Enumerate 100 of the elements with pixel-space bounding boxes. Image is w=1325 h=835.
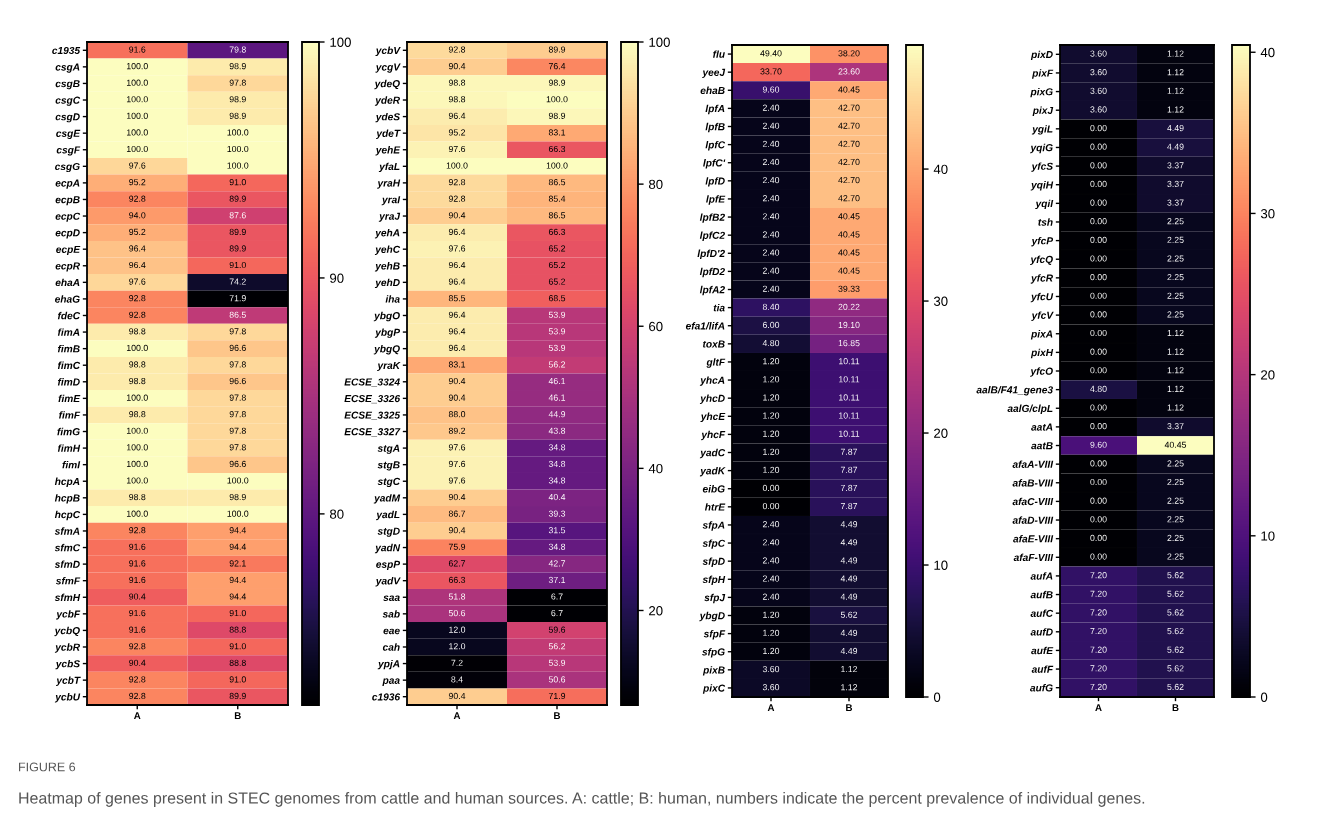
data-label: 6.00 — [762, 321, 780, 329]
data-label: 98.8 — [129, 328, 146, 335]
data-label: 98.8 — [129, 377, 146, 385]
data-label: 97.6 — [448, 444, 466, 451]
data-label: 96.6 — [229, 377, 246, 385]
y-tick-label: ecpC — [55, 212, 81, 222]
data-label: 90.4 — [448, 212, 466, 219]
y-tick-label: ybgD — [699, 611, 725, 622]
color-bar-label: 20 — [1261, 370, 1275, 380]
data-label: 40.45 — [1164, 441, 1187, 448]
data-label: 4.49 — [840, 539, 858, 546]
data-label: 68.5 — [548, 295, 566, 302]
x-tick-label: B — [1172, 704, 1179, 711]
data-label: 96.4 — [448, 261, 466, 269]
y-tick-label: aufF — [1031, 665, 1054, 673]
y-tick-label: csgA — [55, 63, 80, 73]
data-label: 8.4 — [451, 676, 463, 683]
data-label: 91.6 — [129, 609, 146, 617]
data-label: 65.2 — [548, 245, 566, 252]
data-label: 40.4 — [548, 493, 566, 501]
caption: FIGURE 6 — [19, 762, 76, 772]
data-label: 5.62 — [1167, 590, 1184, 597]
data-label: 0.00 — [1090, 162, 1107, 169]
data-label: 2.40 — [762, 557, 780, 564]
color-bar-label: 10 — [1261, 531, 1275, 541]
data-label: 96.4 — [448, 328, 466, 335]
data-label: 7.20 — [1090, 646, 1107, 653]
data-label: 0.00 — [1090, 497, 1107, 504]
y-tick-label: yehD — [374, 278, 400, 289]
y-tick-label: ydeT — [375, 129, 401, 139]
data-label: 39.3 — [548, 510, 566, 517]
data-label: 3.37 — [1167, 180, 1184, 188]
data-label: 0.00 — [1090, 236, 1107, 243]
data-label: 96.6 — [229, 460, 246, 468]
data-label: 1.12 — [841, 684, 858, 691]
data-label: 4.49 — [840, 575, 858, 582]
color-bar-label: 80 — [648, 179, 663, 190]
data-label: 88.8 — [229, 626, 246, 633]
y-tick-label: yadL — [375, 510, 400, 521]
data-label: 66.3 — [548, 228, 566, 235]
data-label: 91.0 — [229, 643, 246, 650]
data-label: 51.8 — [448, 593, 466, 600]
y-tick-label: sfmA — [54, 527, 80, 535]
data-label: 2.40 — [762, 521, 780, 528]
data-label: 89.2 — [448, 427, 466, 434]
data-label: 65.2 — [548, 261, 566, 269]
y-tick-label: stgB — [377, 461, 400, 471]
y-tick-label: eae — [383, 628, 400, 635]
y-tick-label: lpfC' — [703, 159, 726, 169]
data-label: 0.00 — [1090, 274, 1107, 281]
y-tick-label: ecpD — [55, 229, 80, 239]
y-tick-label: ydeR — [374, 96, 400, 106]
y-tick-label: ybgO — [373, 311, 400, 322]
y-tick-label: afaF-VIII — [1013, 553, 1054, 562]
data-label: 97.8 — [229, 328, 246, 335]
data-label: 96.4 — [448, 112, 466, 119]
color-bar-label: 20 — [934, 428, 948, 438]
data-label: 2.25 — [1167, 311, 1184, 318]
data-label: 100.0 — [227, 477, 249, 484]
data-label: 10.11 — [839, 394, 860, 401]
data-label: 100.0 — [126, 510, 148, 517]
data-label: 2.25 — [1167, 478, 1184, 486]
data-label: 100.0 — [227, 129, 249, 136]
data-label: 71.9 — [548, 692, 566, 700]
data-label: 0.00 — [1090, 534, 1107, 542]
color-bar-label: 40 — [648, 463, 663, 474]
y-tick-label: ycbR — [54, 643, 80, 653]
data-label: 100.0 — [126, 145, 148, 153]
y-tick-label: yhcF — [700, 430, 726, 441]
data-label: 66.3 — [448, 576, 466, 584]
y-tick-label: ECSE_3327 — [344, 428, 401, 437]
data-label: 100.0 — [126, 129, 148, 136]
data-label: 7.87 — [840, 484, 858, 492]
color-bar-label: 40 — [933, 164, 948, 174]
color-bar-label: 80 — [329, 509, 344, 519]
data-label: 8.40 — [762, 303, 780, 310]
data-label: 97.6 — [448, 477, 466, 484]
data-label: 3.60 — [1090, 69, 1107, 76]
y-tick-label: ycbQ — [54, 626, 80, 637]
data-label: 46.1 — [548, 394, 566, 401]
data-label: 92.8 — [129, 692, 146, 700]
data-label: 95.2 — [129, 228, 146, 235]
y-tick-label: fimI — [62, 460, 81, 469]
data-label: 86.5 — [229, 311, 246, 318]
color-bar-label: 100 — [330, 37, 351, 47]
data-label: 92.8 — [129, 311, 146, 318]
y-tick-label: ehaA — [55, 278, 80, 287]
color-bar-label: 90 — [330, 273, 344, 283]
data-label: 3.60 — [1090, 87, 1107, 94]
y-tick-label: csgE — [56, 129, 81, 139]
y-tick-label: pixB — [702, 666, 725, 676]
data-label: 2.40 — [762, 158, 780, 166]
data-label: 2.25 — [1167, 553, 1184, 560]
data-label: 4.49 — [840, 593, 858, 600]
data-label: 5.62 — [1167, 646, 1184, 653]
color-bar-label: 30 — [1260, 209, 1275, 219]
y-tick-label: ecpB — [55, 196, 80, 206]
y-tick-label: afaE-VIII — [1013, 534, 1054, 543]
data-label: 100.0 — [126, 63, 148, 70]
data-label: 3.37 — [1167, 423, 1184, 430]
